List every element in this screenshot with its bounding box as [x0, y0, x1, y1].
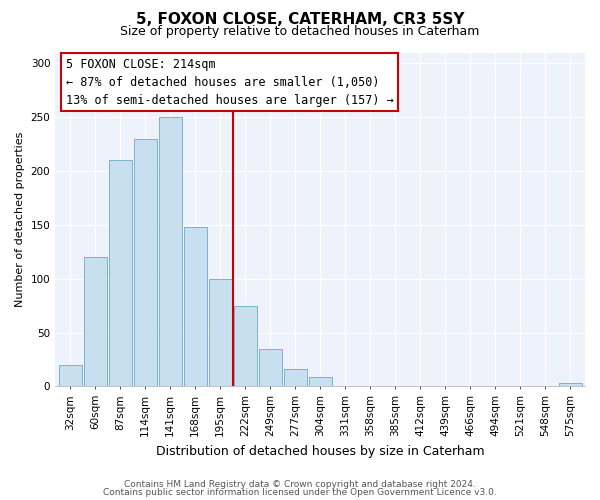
- Text: 5, FOXON CLOSE, CATERHAM, CR3 5SY: 5, FOXON CLOSE, CATERHAM, CR3 5SY: [136, 12, 464, 28]
- Bar: [284, 369, 307, 386]
- Bar: [209, 278, 232, 386]
- Bar: [308, 376, 332, 386]
- Bar: [233, 306, 257, 386]
- Y-axis label: Number of detached properties: Number of detached properties: [15, 132, 25, 307]
- Text: Contains public sector information licensed under the Open Government Licence v3: Contains public sector information licen…: [103, 488, 497, 497]
- Bar: [158, 117, 182, 386]
- X-axis label: Distribution of detached houses by size in Caterham: Distribution of detached houses by size …: [156, 444, 484, 458]
- Bar: [83, 257, 107, 386]
- Text: Contains HM Land Registry data © Crown copyright and database right 2024.: Contains HM Land Registry data © Crown c…: [124, 480, 476, 489]
- Bar: [259, 348, 281, 387]
- Bar: [559, 383, 581, 386]
- Bar: [59, 365, 82, 386]
- Text: 5 FOXON CLOSE: 214sqm
← 87% of detached houses are smaller (1,050)
13% of semi-d: 5 FOXON CLOSE: 214sqm ← 87% of detached …: [66, 58, 394, 106]
- Bar: [109, 160, 131, 386]
- Text: Size of property relative to detached houses in Caterham: Size of property relative to detached ho…: [121, 25, 479, 38]
- Bar: [134, 138, 157, 386]
- Bar: [184, 227, 206, 386]
